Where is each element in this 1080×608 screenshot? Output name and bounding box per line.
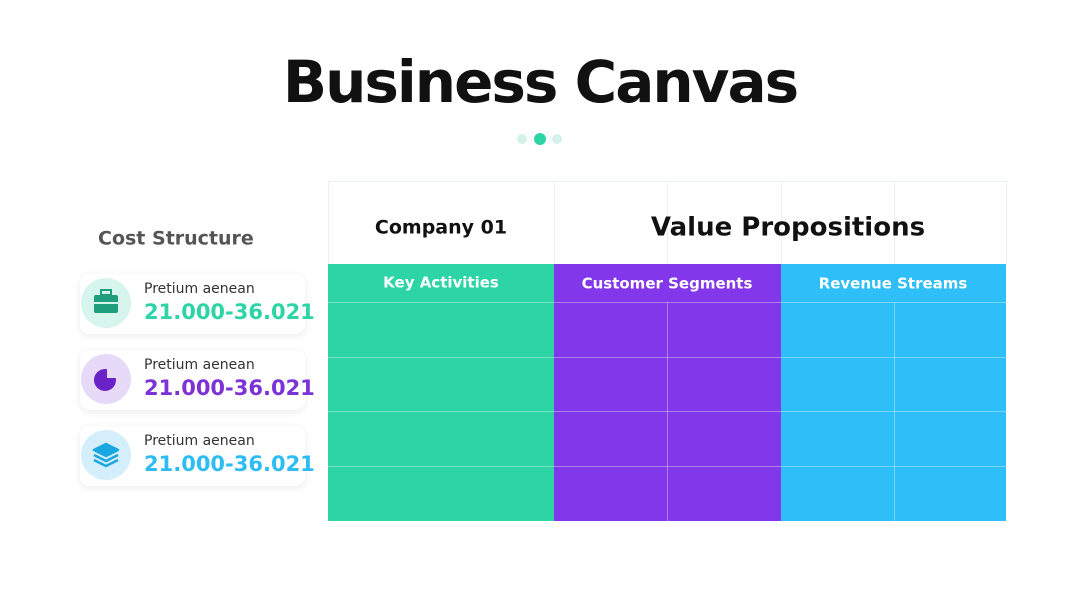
dot [534,133,546,145]
card-label: Pretium aenean [144,281,255,297]
company-label: Company 01 [375,217,507,239]
column-fill [328,264,554,521]
cards: Pretium aenean 21.000-36.021 Pretium aen… [80,274,315,486]
card-value: 21.000-36.021 [144,452,315,476]
grid-lines [328,302,1006,521]
dot [517,134,527,144]
canvas-table: Company 01 Value Propositions Key Activi… [328,181,1007,521]
header-lines [554,181,895,264]
column-fill [554,264,781,521]
card-label: Pretium aenean [144,433,255,449]
section-title: Cost Structure [98,228,254,250]
card-value: 21.000-36.021 [144,300,315,324]
card [80,426,305,486]
briefcase-icon [94,289,118,313]
card-label: Pretium aenean [144,357,255,373]
table-heading: Value Propositions [651,213,925,243]
pie-icon [94,367,118,391]
card-value: 21.000-36.021 [144,376,315,400]
card [80,350,305,410]
card [80,274,305,334]
column-label: Customer Segments [582,275,753,293]
column-fill [781,264,1006,521]
title: Business Canvas [283,48,797,116]
column-label: Key Activities [383,274,499,292]
layers-icon [92,442,120,468]
dot [552,134,562,144]
column-label: Revenue Streams [819,275,968,293]
